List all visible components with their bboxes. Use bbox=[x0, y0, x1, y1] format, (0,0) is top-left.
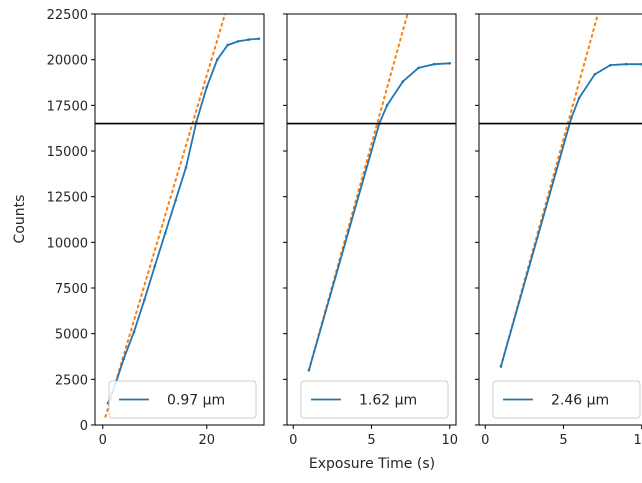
legend-box bbox=[492, 380, 641, 419]
x-tick-label: 10 bbox=[633, 433, 642, 448]
data-point bbox=[593, 72, 597, 76]
plot-area bbox=[287, 14, 456, 372]
panel-3: 0 5 10 2.46 μm bbox=[475, 13, 642, 448]
x-tick-label: 0 bbox=[481, 433, 489, 448]
y-tick-label: 0 bbox=[80, 419, 88, 434]
y-axis-label: Counts bbox=[12, 195, 28, 244]
data-point bbox=[401, 80, 405, 83]
legend-box bbox=[300, 380, 449, 419]
legend: 1.62 μm bbox=[300, 380, 449, 419]
data-point bbox=[153, 264, 157, 268]
x-tick-label: 10 bbox=[441, 433, 458, 448]
x-axis-label: Exposure Time (s) bbox=[309, 456, 435, 472]
axes-frame bbox=[286, 13, 457, 426]
data-point bbox=[417, 66, 420, 70]
legend-label: 0.97 μm bbox=[167, 393, 225, 409]
y-tick-label: 10000 bbox=[47, 236, 88, 251]
plot-area bbox=[95, 14, 264, 418]
data-point bbox=[570, 116, 573, 120]
data-point bbox=[215, 58, 219, 61]
x-tick-label: 0 bbox=[289, 433, 297, 448]
data-point bbox=[307, 368, 311, 372]
data-point bbox=[385, 104, 389, 107]
legend-box bbox=[108, 380, 257, 419]
data-point bbox=[499, 365, 503, 368]
plot-area bbox=[479, 14, 642, 368]
data-point bbox=[132, 330, 136, 334]
panel-1: 0 2500 5000 7500 10000 12500 15000 17500 20000 22… bbox=[47, 8, 265, 448]
y-tick-label: 7500 bbox=[55, 282, 88, 297]
data-point bbox=[174, 199, 177, 202]
y-tick-label: 5000 bbox=[55, 328, 88, 343]
x-tick-label: 5 bbox=[367, 433, 375, 448]
data-point bbox=[195, 120, 198, 124]
y-tick-label: 17500 bbox=[47, 99, 88, 114]
y-tick-label: 20000 bbox=[47, 54, 88, 69]
legend: 2.46 μm bbox=[492, 380, 641, 419]
y-tick-label: 22500 bbox=[47, 8, 88, 23]
data-point bbox=[577, 96, 581, 100]
y-tick-label: 2500 bbox=[55, 373, 88, 388]
data-point bbox=[247, 38, 250, 41]
y-tick-label: 15000 bbox=[47, 145, 88, 160]
data-point bbox=[143, 298, 146, 302]
series-line bbox=[308, 62, 450, 371]
data-point bbox=[236, 40, 240, 43]
data-point bbox=[609, 63, 612, 67]
data-point bbox=[432, 62, 436, 66]
legend-label: 1.62 μm bbox=[359, 393, 417, 409]
data-point bbox=[257, 37, 261, 40]
panel-2: 0 5 10 1.62 μm bbox=[283, 13, 458, 448]
axes-frame bbox=[94, 13, 265, 426]
data-point bbox=[624, 62, 628, 66]
series-line bbox=[107, 37, 259, 404]
legend: 0.97 μm bbox=[108, 380, 257, 419]
legend-label: 2.46 μm bbox=[551, 393, 609, 409]
data-point bbox=[448, 62, 452, 65]
data-point bbox=[122, 357, 125, 361]
data-point bbox=[226, 43, 229, 47]
x-tick-label: 0 bbox=[99, 433, 107, 448]
axes-frame bbox=[478, 13, 642, 426]
x-tick-label: 5 bbox=[559, 433, 567, 448]
data-point bbox=[184, 166, 188, 169]
data-point bbox=[205, 85, 209, 89]
y-tick-label: 12500 bbox=[47, 191, 88, 206]
x-tick-label: 20 bbox=[199, 433, 216, 448]
fit-line bbox=[104, 14, 226, 418]
data-point bbox=[163, 231, 167, 235]
